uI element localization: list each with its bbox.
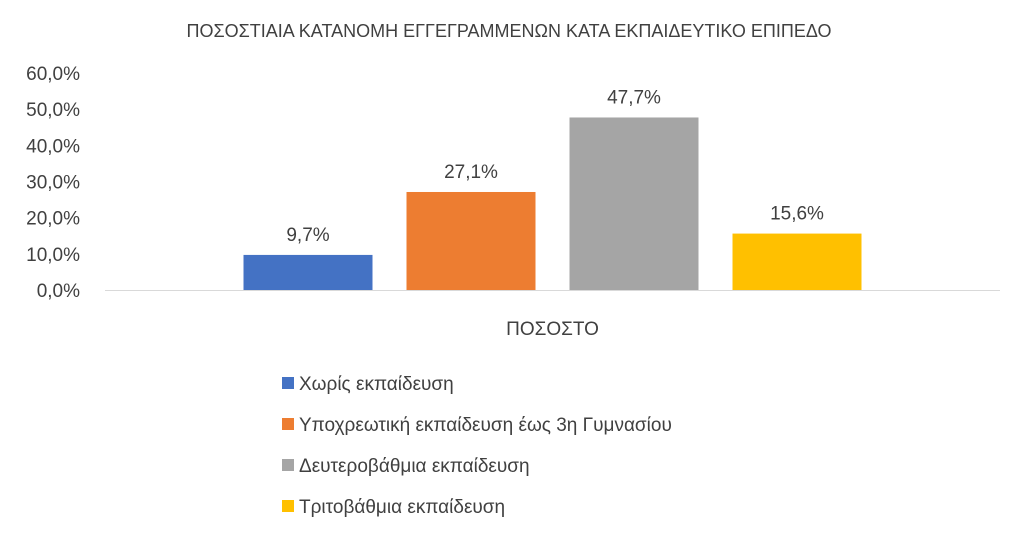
y-tick-label: 40,0%	[26, 136, 80, 157]
y-tick-label: 60,0%	[26, 64, 80, 85]
bar-series-1	[243, 254, 373, 290]
legend-swatch	[282, 418, 294, 430]
legend-label: Δευτεροβάθμια εκπαίδευση	[299, 456, 530, 477]
chart-title: ΠΟΣΟΣΤΙΑΙΑ ΚΑΤΑΝΟΜΗ ΕΓΓΕΓΡΑΜΜΕΝΩΝ ΚΑΤΑ Ε…	[187, 21, 832, 41]
bar-value-label: 47,7%	[607, 87, 661, 108]
bar-series-3	[569, 117, 699, 290]
x-category-label: ΠΟΣΟΣΤΟ	[506, 319, 599, 340]
y-tick-label: 10,0%	[26, 245, 80, 266]
y-tick-label: 50,0%	[26, 100, 80, 121]
bars: 9,7% 27,1% 47,7% 15,6%	[243, 87, 862, 290]
legend-swatch	[282, 459, 294, 471]
legend-label: Τριτοβάθμια εκπαίδευση	[299, 497, 505, 518]
legend: Χωρίς εκπαίδευση Υποχρεωτική εκπαίδευση έ…	[282, 374, 672, 518]
y-tick-label: 30,0%	[26, 173, 80, 194]
y-tick-label: 0,0%	[37, 281, 80, 302]
y-axis: 0,0% 10,0% 20,0% 30,0% 40,0% 50,0% 60,0%	[26, 64, 80, 302]
bar-series-2	[406, 191, 536, 290]
legend-item: Δευτεροβάθμια εκπαίδευση	[282, 456, 530, 477]
bar-value-label: 9,7%	[286, 225, 329, 246]
y-tick-label: 20,0%	[26, 209, 80, 230]
bar-series-4	[732, 233, 862, 290]
legend-item: Υποχρεωτική εκπαίδευση έως 3η Γυμνασίου	[282, 415, 672, 436]
x-axis: ΠΟΣΟΣΤΟ	[506, 319, 599, 340]
legend-swatch	[282, 377, 294, 389]
bar-value-label: 27,1%	[444, 162, 498, 183]
legend-label: Χωρίς εκπαίδευση	[299, 374, 454, 395]
legend-item: Χωρίς εκπαίδευση	[282, 374, 454, 395]
bar-value-label: 15,6%	[770, 204, 824, 225]
legend-swatch	[282, 500, 294, 512]
legend-label: Υποχρεωτική εκπαίδευση έως 3η Γυμνασίου	[299, 415, 672, 436]
legend-item: Τριτοβάθμια εκπαίδευση	[282, 497, 505, 518]
